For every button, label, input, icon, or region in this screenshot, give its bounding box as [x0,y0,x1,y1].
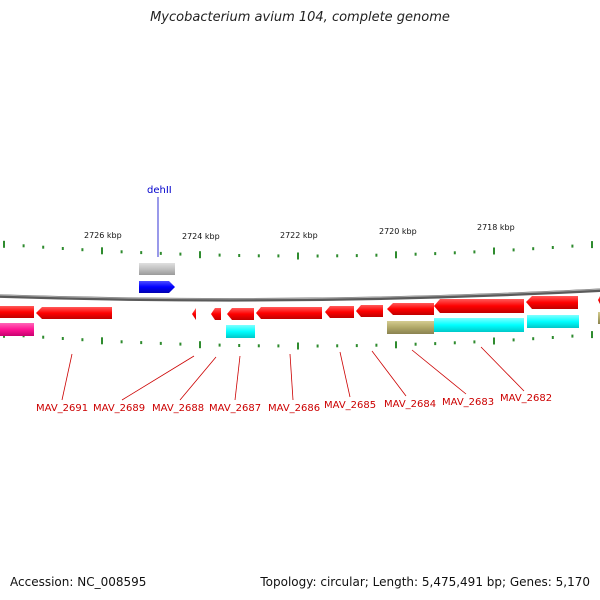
gene-feature-dehII-annotation[interactable] [139,263,175,275]
gene-arrow-MAV_2685[interactable] [325,306,354,318]
gene-label-leader-MAV_2691 [61,353,73,401]
gene-label-MAV_2688[interactable]: MAV_2688 [152,403,204,414]
gene-label-MAV_2689[interactable]: MAV_2689 [93,403,145,414]
scale-label-2726: 2726 kbp [84,231,122,240]
gene-arrow-MAV_2686[interactable] [256,307,322,319]
gene-label-MAV_2685[interactable]: MAV_2685 [324,400,376,411]
accession-label: Accession: NC_008595 [10,575,147,589]
gene-arrow-MAV_2682[interactable] [434,299,524,313]
gene-label-MAV_2687[interactable]: MAV_2687 [209,403,261,414]
feature-olive-MAV_2683[interactable] [387,321,434,334]
gene-arrow-next[interactable] [526,296,578,309]
scale-ticks-bottom [3,330,593,350]
gene-label-leader-MAV_2683 [411,349,467,395]
gene-arrow-MAV_2687[interactable] [227,308,254,320]
gene-label-leader-MAV_2686 [289,353,294,401]
gene-label-leader-MAV_2689 [121,355,195,401]
genome-title: Mycobacterium avium 104, complete genome [150,10,450,25]
gene-label-leaders [61,346,525,401]
gene-arrow-dehII[interactable] [139,281,175,293]
scale-ticks-top [3,240,593,260]
gene-label-leader-MAV_2682 [480,346,525,392]
gene-label-MAV_2683[interactable]: MAV_2683 [442,397,494,408]
gene-arrow-MAV_2683[interactable] [387,303,434,315]
genome-backbone-highlight [0,288,600,300]
gene-label-MAV_2691[interactable]: MAV_2691 [36,403,88,414]
gene-label-MAV_2684[interactable]: MAV_2684 [384,399,436,410]
gene-label-leader-MAV_2685 [339,351,351,398]
gene-arrow-MAV_2691[interactable] [36,307,112,319]
genome-backbone [0,288,600,302]
scale-label-2720: 2720 kbp [379,227,417,236]
gene-label-leader-MAV_2684 [371,350,407,397]
genome-info-label: Topology: circular; Length: 5,475,491 bp… [260,575,590,589]
gene-label-leader-MAV_2688 [179,356,217,401]
gene-label-leader-MAV_2687 [234,355,241,401]
gene-labels-reverse: MAV_2691 MAV_2689 MAV_2688 MAV_2687 MAV_… [36,393,552,414]
feature-cyan-next[interactable] [527,315,579,328]
gene-arrow-MAV_2688[interactable] [211,308,221,320]
gene-arrow-MAV_2689[interactable] [192,308,196,320]
feature-magenta[interactable] [0,323,34,336]
gene-label-MAV_2682[interactable]: MAV_2682 [500,393,552,404]
gene-arrow-MAV_2684[interactable] [356,305,383,317]
feature-cyan-MAV_2687[interactable] [226,325,255,338]
scale-label-2724: 2724 kbp [182,232,220,241]
scale-label-2722: 2722 kbp [280,231,318,240]
feature-cyan-MAV_2683[interactable] [434,318,524,332]
gene-arrow-left-edge[interactable] [0,306,34,318]
gene-label-MAV_2686[interactable]: MAV_2686 [268,403,320,414]
scale-label-2718: 2718 kbp [477,223,515,232]
gene-label-dehII[interactable]: dehII [147,185,172,196]
